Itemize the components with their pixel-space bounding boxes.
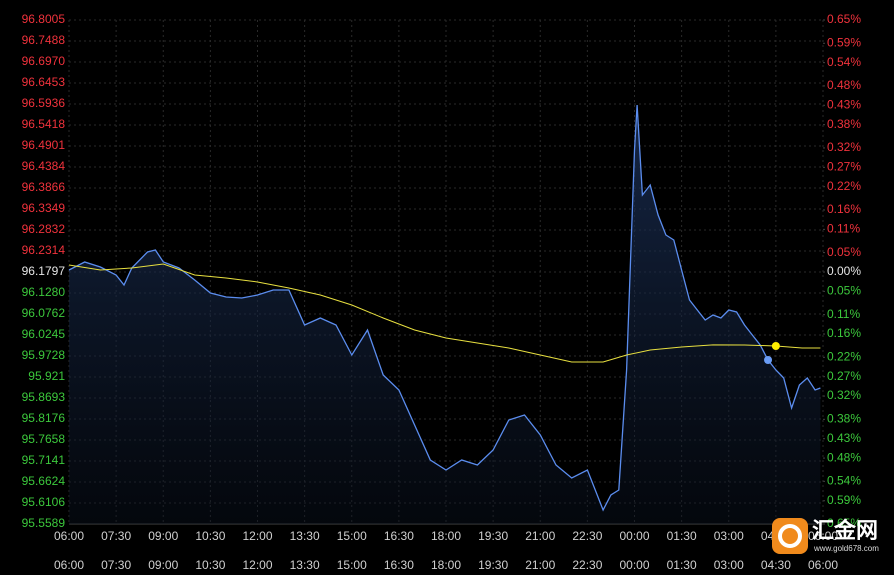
x-tick-label: 22:30 [572,529,602,543]
y-tick-label: 95.5589 [22,516,66,530]
x-tick-label: 16:30 [384,558,414,572]
y-tick-label: 95.8693 [22,390,66,404]
y2-tick-label: 0.27% [827,369,861,383]
logo-url: www.gold678.com [813,544,879,553]
y-tick-label: 96.1797 [22,264,66,278]
y-tick-label: 95.9728 [22,348,66,362]
y-tick-label: 96.4384 [22,159,66,173]
x-tick-label: 12:00 [242,558,272,572]
x-tick-label: 09:00 [148,529,178,543]
y-tick-label: 95.7658 [22,432,66,446]
x-tick-label: 00:00 [619,558,649,572]
x-tick-label: 19:30 [478,558,508,572]
y-tick-label: 96.6453 [22,75,66,89]
y-tick-label: 96.5936 [22,96,66,110]
y-tick-label: 95.6106 [22,495,66,509]
y-tick-label: 95.8176 [22,411,66,425]
x-tick-label: 18:00 [431,558,461,572]
y2-tick-label: 0.16% [827,326,861,340]
y-tick-label: 96.6970 [22,54,66,68]
line [68,263,821,363]
y2-tick-label: 0.38% [827,117,861,131]
y2-tick-label: 0.11% [827,222,860,236]
x-tick-label: 04:30 [761,558,791,572]
x-tick-label: 06:00 [54,529,84,543]
x-tick-label: 22:30 [572,558,602,572]
x-tick-label: 18:00 [431,529,461,543]
y-tick-label: 96.0245 [22,327,66,341]
y-tick-label: 96.5418 [22,117,66,131]
x-tick-label: 06:00 [808,529,838,543]
y2-tick-label: 0.65% [827,12,861,26]
y2-tick-label: 0.59% [827,35,861,49]
y-tick-label: 96.1280 [22,285,66,299]
x-tick-label: 09:00 [148,558,178,572]
x-tick-label: 07:30 [101,558,131,572]
y2-tick-label: 0.22% [827,179,861,193]
line [68,104,821,512]
y2-tick-label: 0.54% [827,55,861,69]
y-tick-label: 96.7488 [22,33,66,47]
y2-tick-label: 0.65% [827,516,861,530]
x-tick-label: 12:00 [242,529,272,543]
logo-icon [772,518,808,554]
y2-tick-label: 0.43% [827,97,861,111]
y2-tick-label: 0.48% [827,450,861,464]
logo-icon-ring [778,524,802,548]
y-tick-label: 96.3866 [22,180,66,194]
x-tick-label: 06:00 [54,558,84,572]
x-tick-label: 15:00 [337,529,367,543]
y2-tick-label: 0.43% [827,431,861,445]
y2-tick-label: 0.11% [827,307,860,321]
y2-tick-label: 0.54% [827,474,861,488]
x-tick-label: 01:30 [667,529,697,543]
logo: 汇金网 www.gold678.com [772,518,879,554]
y-tick-label: 96.0762 [22,306,66,320]
x-tick-label: 10:30 [195,558,225,572]
x-tick-label: 10:30 [195,529,225,543]
x-tick-label: 01:30 [667,558,697,572]
marker-dot [764,356,773,365]
y-tick-label: 96.4901 [22,138,66,152]
x-tick-label: 03:00 [714,529,744,543]
x-tick-label: 06:00 [808,558,838,572]
x-tick-label: 19:30 [478,529,508,543]
x-tick-label: 13:30 [290,558,320,572]
y2-tick-label: 0.59% [827,493,861,507]
y-tick-label: 96.3349 [22,201,66,215]
x-tick-label: 21:00 [525,558,555,572]
y2-tick-label: 0.32% [827,140,861,154]
x-tick-label: 21:00 [525,529,555,543]
y2-tick-label: 0.05% [827,245,861,259]
y-tick-label: 96.2314 [22,243,66,257]
y2-tick-label: 0.05% [827,284,861,298]
y-tick-label: 95.6624 [22,474,66,488]
y-tick-label: 95.921 [28,369,65,383]
y-tick-label: 96.8005 [22,12,66,26]
marker-dot [771,342,780,351]
y2-tick-label: 0.22% [827,349,861,363]
x-tick-label: 16:30 [384,529,414,543]
x-tick-label: 00:00 [619,529,649,543]
y2-tick-label: 0.00% [827,264,861,278]
logo-name: 汇金网 [812,518,878,543]
x-tick-label: 07:30 [101,529,131,543]
y2-tick-label: 0.27% [827,159,861,173]
x-tick-label: 15:00 [337,558,367,572]
y-tick-label: 95.7141 [22,453,66,467]
y2-tick-label: 0.32% [827,388,861,402]
y2-tick-label: 0.16% [827,202,861,216]
x-tick-label: 03:00 [714,558,744,572]
y2-tick-label: 0.48% [827,78,861,92]
y2-tick-label: 0.38% [827,411,861,425]
y-tick-label: 96.2832 [22,222,66,236]
x-tick-label: 13:30 [290,529,320,543]
